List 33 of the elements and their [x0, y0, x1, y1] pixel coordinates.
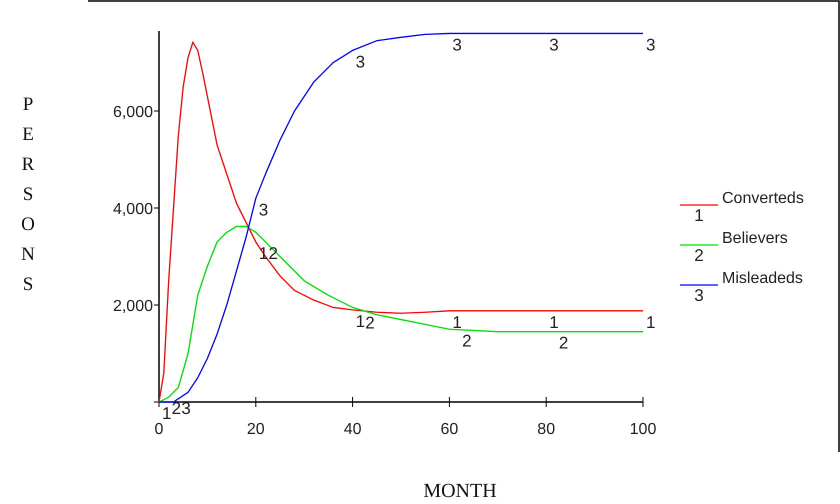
annotation: 1 [646, 312, 656, 332]
annotation: 2 [172, 399, 182, 418]
x-tick-label: 40 [344, 421, 362, 438]
x-tick-label: 0 [154, 421, 164, 438]
annotation: 2 [268, 244, 278, 263]
text: 2 [694, 246, 704, 265]
y-tick-label: 2,000 [112, 298, 154, 316]
annotation: 3 [549, 35, 559, 54]
annotation: 2 [462, 332, 472, 351]
x-tick-label: 80 [537, 421, 556, 438]
annotation: 1 [549, 312, 559, 332]
annotation: 2 [365, 313, 375, 332]
annotation: 3 [356, 52, 366, 72]
annotation: 3 [646, 35, 656, 54]
annotation: 1 [162, 404, 172, 423]
x-tick-label: 20 [246, 421, 265, 438]
annotation: 3 [452, 35, 462, 54]
legend-label: Converteds [722, 190, 804, 207]
legend-label: Misleadeds [722, 270, 803, 287]
x-tick-label: 60 [440, 421, 458, 438]
annotation: 2 [558, 334, 568, 353]
text: 1 [694, 206, 704, 225]
legend-label: Believers [722, 230, 788, 247]
annotation: 3 [258, 200, 268, 220]
x-tick-label: 100 [630, 421, 656, 438]
annotation: 1 [356, 312, 366, 331]
annotation: 3 [181, 399, 191, 418]
annotation: 1 [452, 312, 462, 332]
y-tick-label: 6,000 [112, 104, 154, 122]
y-axis-title: PERSONS [21, 94, 36, 295]
x-axis-title: MONTH [423, 480, 497, 502]
y-tick-label: 4,000 [112, 201, 154, 218]
text: 3 [694, 286, 704, 305]
